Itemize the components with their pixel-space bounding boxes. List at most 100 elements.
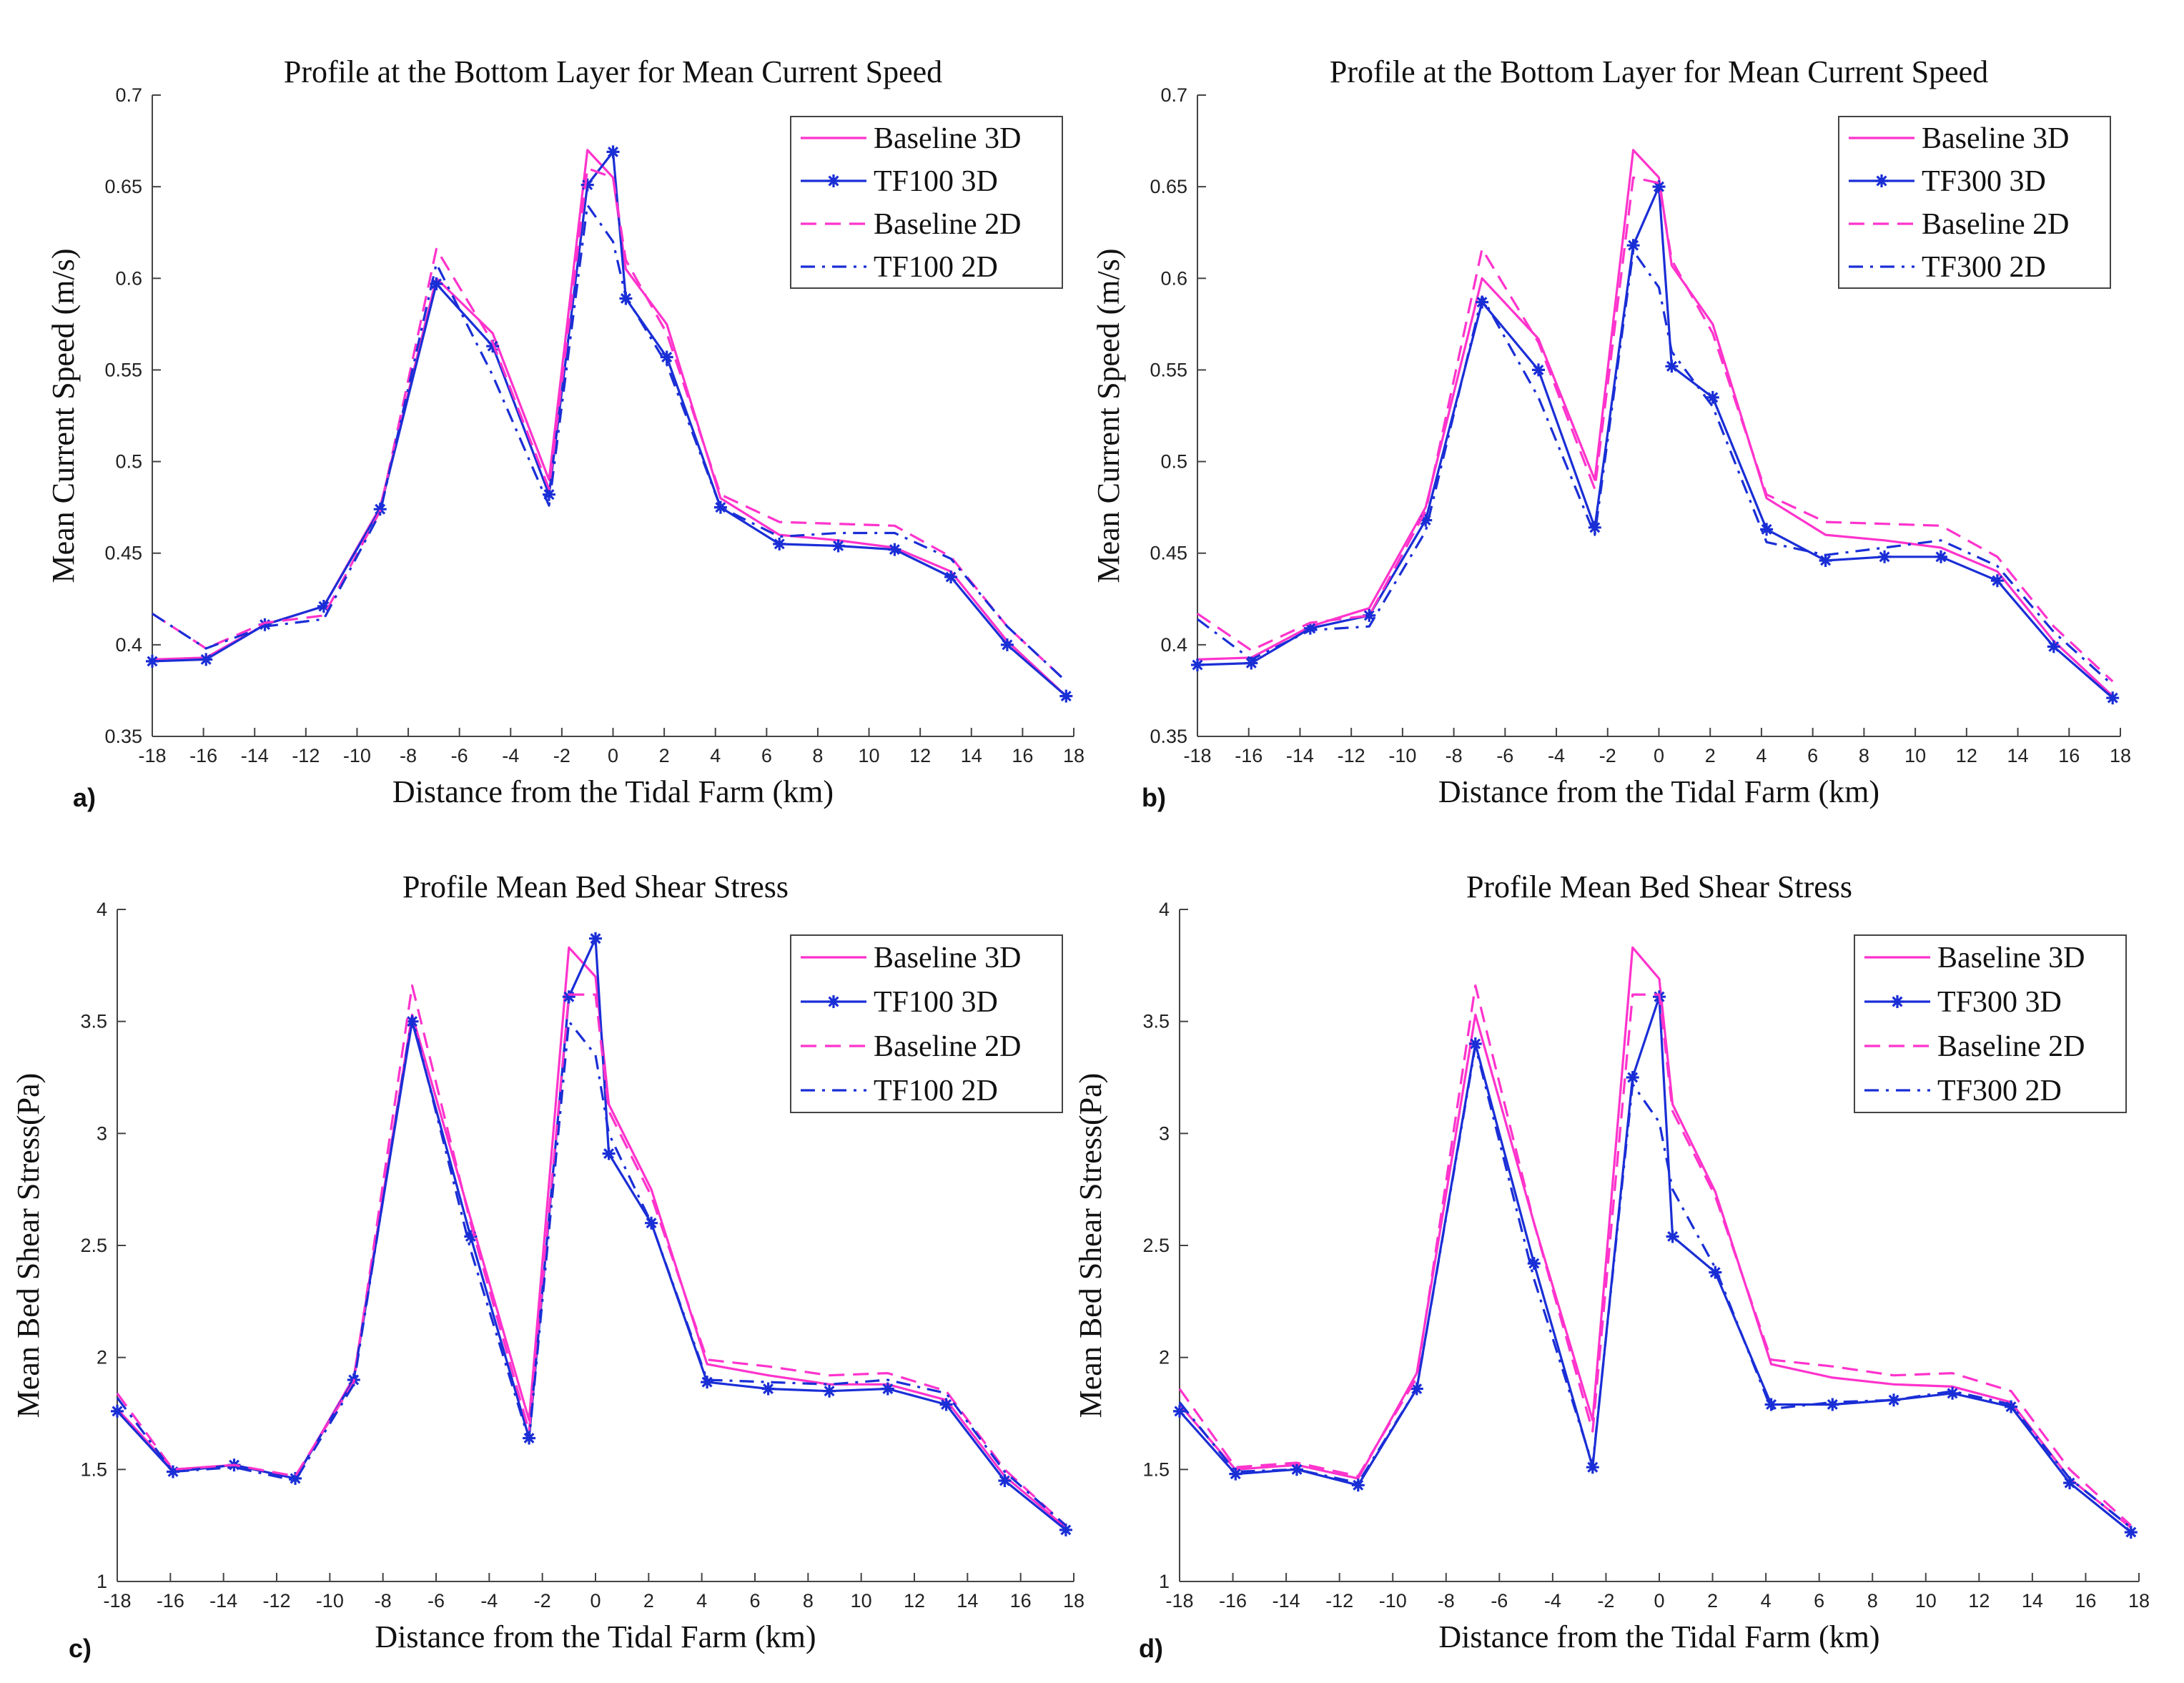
series-line — [152, 204, 1067, 683]
x-tick-label: 12 — [904, 1590, 925, 1612]
data-point — [1764, 1398, 1778, 1411]
data-point — [430, 277, 443, 290]
x-tick-label: 10 — [859, 745, 880, 766]
y-tick-label: 0.55 — [104, 359, 142, 380]
x-tick-label: 18 — [2110, 745, 2131, 766]
x-tick-label: -8 — [400, 745, 417, 766]
x-tick-label: -6 — [451, 745, 468, 766]
legend: Baseline 3D TF100 3D Baseline 2D TF100 2D — [790, 116, 1063, 289]
x-tick-label: -14 — [209, 1590, 237, 1612]
chart-title: Profile Mean Bed Shear Stress — [402, 869, 789, 904]
data-point — [1351, 1479, 1365, 1492]
x-tick-label: 2 — [659, 745, 670, 766]
chart-panel-4: -18 -16 -14 -12 -10 -8 -6 -4 -2 0 2 4 6 8 10 12 14 16 18 1 1… — [1073, 869, 2150, 1663]
data-point — [1419, 513, 1433, 527]
x-tick-label: -14 — [1273, 1590, 1300, 1612]
x-tick-label: -16 — [189, 745, 217, 766]
x-tick-label: -6 — [428, 1590, 445, 1612]
y-axis-label: Mean Current Speed (m/s) — [46, 249, 81, 583]
data-point — [543, 488, 555, 501]
x-tick-label: 10 — [851, 1590, 872, 1612]
x-tick-label: -2 — [1599, 745, 1616, 766]
data-point — [1173, 1404, 1186, 1418]
x-tick-label: 0 — [608, 745, 618, 766]
chart-title: Profile at the Bottom Layer for Mean Cur… — [284, 54, 942, 89]
x-tick-label: -12 — [292, 745, 320, 766]
data-point — [645, 1216, 658, 1230]
series-line — [1178, 946, 2132, 1529]
y-tick-label: 2 — [97, 1347, 107, 1368]
x-tick-label: -10 — [1388, 745, 1416, 766]
data-point — [823, 1384, 836, 1398]
x-tick-label: 18 — [2128, 1590, 2150, 1612]
data-point — [1887, 1393, 1900, 1407]
legend-entry: Baseline 2D — [874, 1030, 1021, 1063]
x-tick-label: 12 — [1956, 745, 1977, 766]
legend-entry: TF300 3D — [1937, 986, 2062, 1019]
legend-entry: TF100 2D — [874, 1075, 998, 1107]
y-tick-label: 1.5 — [80, 1459, 107, 1480]
x-tick-label: 2 — [643, 1590, 654, 1612]
y-axis-label: Mean Bed Shear Stress(Pa) — [1073, 1073, 1108, 1418]
data-point — [258, 618, 272, 631]
series-1 — [1197, 149, 2114, 697]
y-axis-label: Mean Current Speed (m/s) — [1091, 249, 1126, 583]
y-tick-label: 0.4 — [1160, 634, 1187, 656]
x-tick-label: -2 — [553, 745, 570, 766]
data-point — [1059, 1523, 1072, 1536]
x-tick-label: 6 — [761, 745, 772, 766]
legend: Baseline 3D TF300 3D Baseline 2D TF300 2D — [1854, 934, 2127, 1113]
data-point — [1946, 1386, 1960, 1400]
data-point — [1990, 574, 2004, 588]
x-tick-label: 14 — [961, 745, 982, 766]
x-tick-label: -18 — [1183, 745, 1211, 766]
y-tick-label: 0.7 — [1160, 84, 1187, 106]
data-point — [944, 571, 958, 583]
x-tick-label: -8 — [1438, 1590, 1455, 1612]
data-point — [1588, 520, 1601, 534]
x-tick-label: 0 — [1654, 1590, 1664, 1612]
data-point — [713, 500, 727, 514]
legend-entry: TF300 2D — [1937, 1075, 2062, 1107]
data-point — [1652, 180, 1666, 194]
series-line — [152, 167, 1067, 683]
x-axis-label: Distance from the Tidal Farm (km) — [1438, 1619, 1879, 1654]
legend-entry: Baseline 3D — [1922, 122, 2069, 155]
data-point — [1665, 360, 1679, 373]
y-tick-label: 0.6 — [1160, 267, 1187, 289]
data-point — [562, 990, 575, 1004]
legend: Baseline 3D TF100 3D Baseline 2D TF100 2D — [790, 934, 1063, 1113]
x-tick-label: 16 — [1012, 745, 1033, 766]
x-tick-label: -4 — [1544, 1590, 1561, 1612]
series-3 — [116, 984, 1067, 1526]
panel-label: c) — [69, 1634, 92, 1663]
x-tick-label: -2 — [1597, 1590, 1614, 1612]
legend-box — [1838, 116, 2111, 289]
data-point — [2106, 691, 2120, 705]
data-point — [1527, 1257, 1541, 1270]
x-tick-label: -12 — [1325, 1590, 1353, 1612]
data-point — [1000, 638, 1014, 651]
x-tick-label: -6 — [1491, 1590, 1508, 1612]
x-tick-label: 4 — [1761, 1590, 1772, 1612]
series-line — [1197, 250, 2114, 686]
data-point — [1363, 608, 1376, 622]
data-point — [1626, 239, 1640, 252]
data-point — [1826, 1398, 1839, 1411]
panel-label: a) — [73, 783, 96, 812]
data-point — [1229, 1467, 1242, 1481]
legend-entry: Baseline 3D — [1937, 942, 2085, 974]
legend-entry: TF300 3D — [1922, 165, 2046, 198]
x-axis-label: Distance from the Tidal Farm (km) — [375, 1619, 816, 1654]
series-3 — [152, 167, 1067, 683]
y-tick-label: 0.45 — [104, 543, 142, 564]
legend-entry: Baseline 2D — [1937, 1030, 2085, 1063]
y-tick-label: 2 — [1159, 1347, 1170, 1368]
data-point — [888, 543, 901, 556]
x-tick-label: -14 — [241, 745, 269, 766]
data-point — [998, 1474, 1012, 1487]
x-tick-label: -6 — [1496, 745, 1513, 766]
y-tick-label: 1 — [97, 1571, 107, 1592]
x-tick-label: 16 — [1010, 1590, 1032, 1612]
legend-entry: TF300 2D — [1922, 251, 2046, 284]
